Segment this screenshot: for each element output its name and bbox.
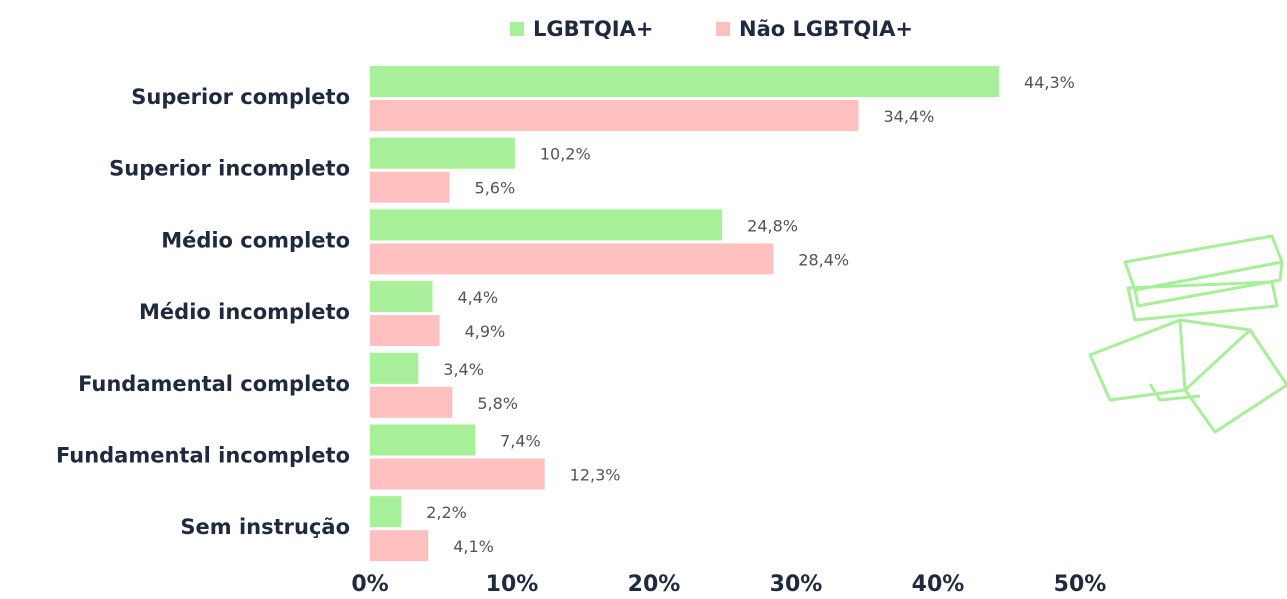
x-tick-label: 0% xyxy=(351,572,388,597)
value-label: 24,8% xyxy=(747,216,798,235)
x-tick-label: 20% xyxy=(628,572,681,597)
bar xyxy=(370,315,440,346)
value-label: 12,3% xyxy=(570,466,621,485)
legend-label: LGBTQIA+ xyxy=(533,17,653,41)
value-label: 2,2% xyxy=(426,503,467,522)
books-illustration xyxy=(1090,236,1287,432)
category-label: Médio incompleto xyxy=(139,300,350,324)
value-label: 3,4% xyxy=(443,360,484,379)
bar xyxy=(370,353,418,384)
value-label: 10,2% xyxy=(540,145,591,164)
category-label: Sem instrução xyxy=(180,515,350,539)
bar xyxy=(370,387,452,418)
x-tick-label: 50% xyxy=(1054,572,1107,597)
bar xyxy=(370,138,515,169)
category-label: Superior incompleto xyxy=(109,157,350,181)
bar xyxy=(370,100,858,131)
legend-swatch xyxy=(716,22,730,36)
value-label: 5,6% xyxy=(475,179,516,198)
value-label: 4,1% xyxy=(453,537,494,556)
bar xyxy=(370,496,401,527)
legend-swatch xyxy=(510,22,524,36)
category-label: Fundamental incompleto xyxy=(56,444,350,468)
x-tick-label: 30% xyxy=(770,572,823,597)
value-label: 4,9% xyxy=(465,322,506,341)
category-label: Fundamental completo xyxy=(78,372,350,396)
category-label: Superior completo xyxy=(131,85,350,109)
value-label: 34,4% xyxy=(883,107,934,126)
x-tick-label: 40% xyxy=(912,572,965,597)
x-tick-label: 10% xyxy=(486,572,539,597)
value-label: 7,4% xyxy=(500,432,541,451)
bar xyxy=(370,281,432,312)
bar xyxy=(370,459,545,490)
legend-label: Não LGBTQIA+ xyxy=(739,17,913,41)
bar xyxy=(370,172,450,203)
chart: LGBTQIA+ Não LGBTQIA+ 0% 10% 20% 30% 40% 50% Sup… xyxy=(0,0,1287,599)
bar xyxy=(370,425,475,456)
value-label: 44,3% xyxy=(1024,73,1075,92)
bar xyxy=(370,209,722,240)
value-label: 4,4% xyxy=(457,288,498,307)
bar xyxy=(370,530,428,561)
value-label: 28,4% xyxy=(798,250,849,269)
category-label: Médio completo xyxy=(161,228,350,252)
bar xyxy=(370,66,999,97)
bar xyxy=(370,243,773,274)
value-label: 5,8% xyxy=(477,394,518,413)
